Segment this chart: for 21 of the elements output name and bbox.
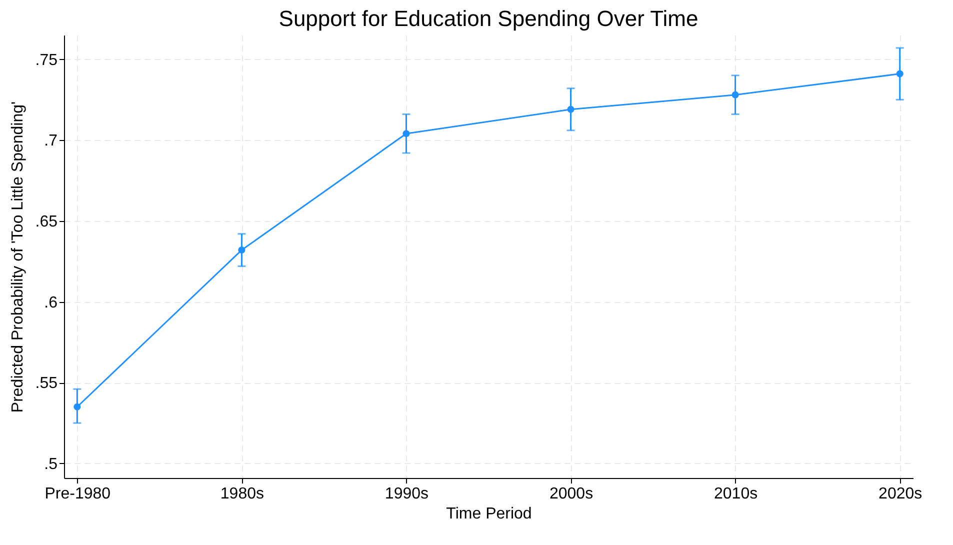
point xyxy=(402,130,410,138)
y-axis-title: Predicted Probability of 'Too Little Spending' xyxy=(9,101,26,413)
x-tick-label: 2010s xyxy=(714,486,758,502)
y-tick-label: .55 xyxy=(35,375,58,392)
x-tick-label: Pre-1980 xyxy=(44,486,111,502)
y-tick-label: .7 xyxy=(44,132,58,150)
point xyxy=(732,91,739,98)
point xyxy=(74,403,81,410)
x-tick-label: 2020s xyxy=(878,486,922,502)
y-tick-label: .75 xyxy=(35,52,58,69)
point xyxy=(238,246,246,254)
point xyxy=(896,70,904,78)
point xyxy=(567,106,574,113)
chart-title: Support for Education Spending Over Time xyxy=(278,6,698,31)
x-tick-label: 2000s xyxy=(549,486,594,502)
x-tick-label: 1980s xyxy=(220,486,264,502)
y-tick-label: .65 xyxy=(35,213,58,230)
y-tick-label: .6 xyxy=(44,294,58,312)
x-tick-label: 1990s xyxy=(384,486,429,502)
y-tick-label: .5 xyxy=(44,456,58,473)
x-axis-title: Time Period xyxy=(446,506,532,522)
